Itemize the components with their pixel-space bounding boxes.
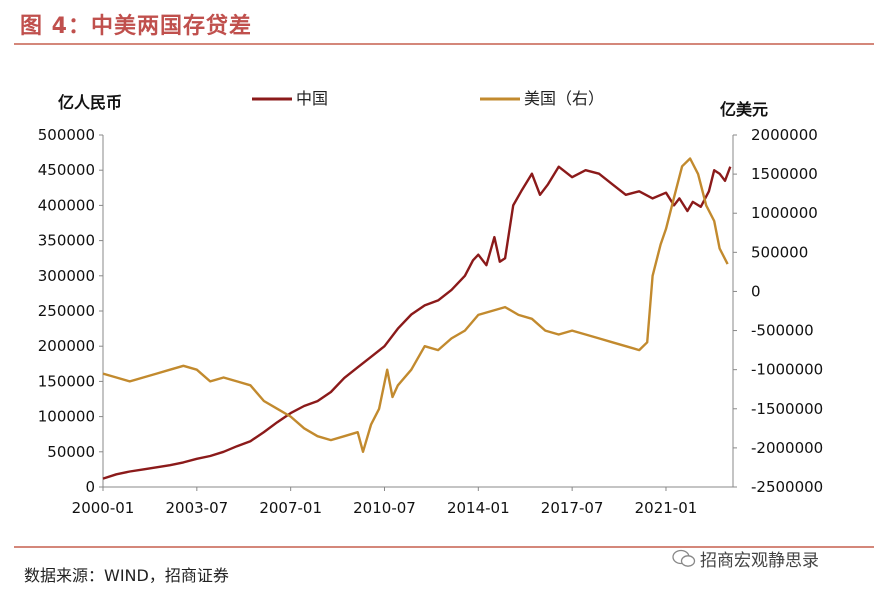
left-tick-label: 250000: [38, 302, 95, 320]
right-tick-label: -2500000: [751, 478, 823, 496]
watermark: 招商宏观静思录: [672, 546, 819, 571]
left-tick-label: 150000: [38, 372, 95, 390]
left-tick-label: 50000: [47, 443, 95, 461]
right-tick-label: 500000: [751, 243, 808, 261]
left-tick-label: 100000: [38, 408, 95, 426]
x-tick-label: 2017-07: [541, 499, 604, 517]
us-series-line: [102, 157, 729, 453]
legend-label-china: 中国: [296, 89, 328, 108]
chart-title: 图 4：中美两国存贷差: [20, 14, 252, 39]
legend-label-us: 美国（右）: [524, 89, 604, 108]
left-tick-label: 300000: [38, 267, 95, 285]
right-tick-label: -1500000: [751, 400, 823, 418]
left-tick-label: 350000: [38, 232, 95, 250]
right-tick-label: 1500000: [751, 165, 818, 183]
x-tick-label: 2010-07: [353, 499, 416, 517]
left-axis-unit: 亿人民币: [58, 93, 122, 112]
right-tick-label: -1000000: [751, 361, 823, 379]
series-lines: [102, 157, 732, 480]
right-tick-label: 2000000: [751, 126, 818, 144]
x-tick-label: 2000-01: [72, 499, 135, 517]
left-tick-label: 200000: [38, 337, 95, 355]
source-note: 数据来源：WIND，招商证券: [24, 566, 229, 585]
axes: 0 50000 100000 150000 200000 250000 300000 3500…: [38, 93, 823, 517]
footer-rule: [14, 546, 874, 548]
left-tick-label: 0: [85, 478, 95, 496]
left-tick-label: 500000: [38, 126, 95, 144]
left-tick-label: 400000: [38, 196, 95, 214]
title-rule: [14, 43, 874, 45]
chart: 0 50000 100000 150000 200000 250000 300000 3500…: [38, 89, 823, 517]
left-tick-label: 450000: [38, 161, 95, 179]
x-tick-label: 2003-07: [165, 499, 228, 517]
right-tick-label: -2000000: [751, 439, 823, 457]
wechat-icon: [672, 549, 696, 567]
x-tick-label: 2021-01: [635, 499, 698, 517]
right-tick-label: 0: [751, 282, 761, 300]
right-tick-label: -500000: [751, 322, 814, 340]
china-series-line: [102, 165, 732, 480]
right-tick-label: 1000000: [751, 204, 818, 222]
x-tick-label: 2014-01: [447, 499, 510, 517]
legend: 中国 美国（右）: [252, 89, 604, 108]
watermark-text: 招商宏观静思录: [700, 551, 819, 571]
right-axis-unit: 亿美元: [720, 100, 768, 119]
x-tick-label: 2007-01: [259, 499, 322, 517]
